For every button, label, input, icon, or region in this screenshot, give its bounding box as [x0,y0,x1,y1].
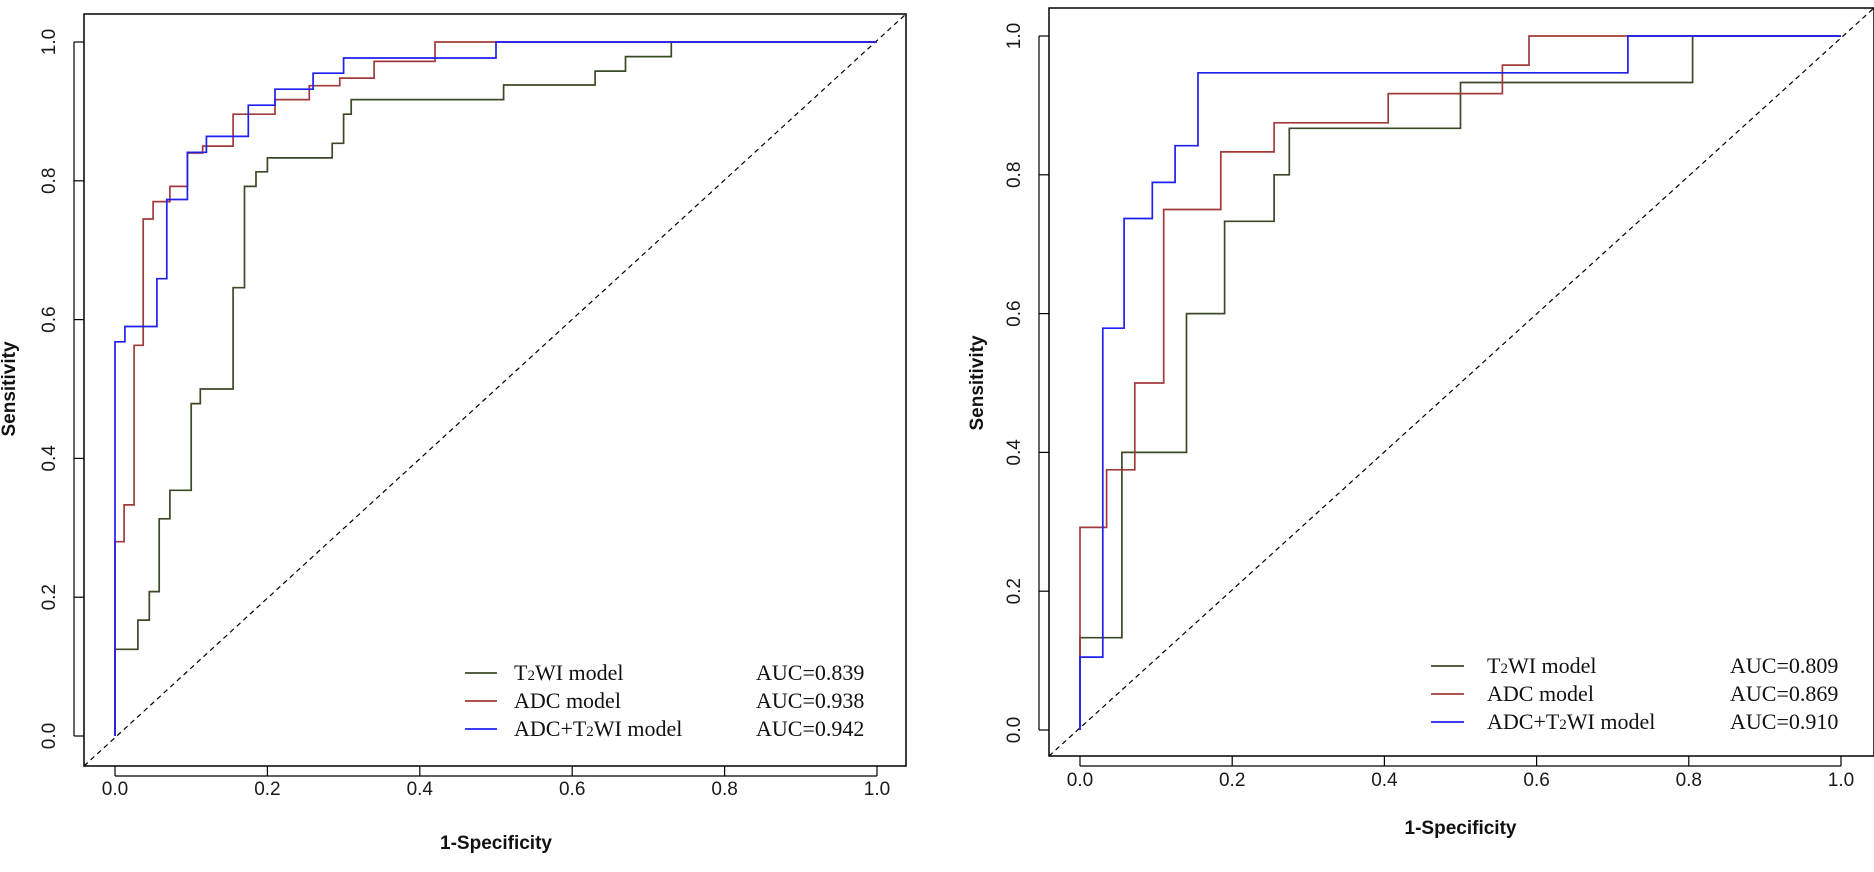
y-axis-title: Sensitivity [967,335,988,430]
legend-label: ADC+T2WI model [514,716,682,741]
roc-curve-t2wi-model [1079,35,1841,730]
y-tick-label: 0.8 [39,168,60,194]
reference-diagonal [83,13,907,767]
y-tick-label: 0.6 [1004,300,1025,326]
legend-auc: AUC=0.839 [756,660,864,685]
x-tick-label: 1.0 [864,779,890,800]
x-tick-label: 1.0 [1828,770,1854,791]
y-tick-label: 1.0 [39,29,60,55]
y-axis-title: Sensitivity [0,341,20,436]
y-tick-label: 0.6 [39,306,60,332]
right-roc-panel: 0.0 0.2 0.4 0.6 0.8 1.0 0.0 0.2 0.4 0.6 0.8 1.0 1-Sp… [967,7,1874,839]
legend-label: T2WI model [514,660,624,685]
y-tick-label: 0.0 [1004,717,1025,743]
legend-auc: AUC=0.910 [1730,709,1838,734]
y-tick-label: 0.2 [1004,578,1025,604]
x-tick-label: 0.0 [1067,770,1093,791]
roc-curve-t2wi-model [114,41,877,736]
x-tick-label: 0.4 [1371,770,1398,791]
y-tick-label: 1.0 [1004,23,1025,49]
roc-curve-adc-model [1079,35,1841,730]
x-tick-label: 0.0 [102,779,128,800]
x-tick-label: 0.6 [559,779,585,800]
roc-curve-adc-t2wi-model [1079,35,1841,730]
x-tick-label: 0.8 [1676,770,1702,791]
x-tick-label: 0.4 [407,779,434,800]
y-tick-label: 0.2 [39,584,60,610]
legend-label: ADC+T2WI model [1487,709,1655,734]
legend-auc: AUC=0.938 [756,688,864,713]
y-tick-label: 0.4 [1004,439,1025,466]
left-roc-panel: 0.0 0.2 0.4 0.6 0.8 1.0 0.0 0.2 0.4 0.6 0.8 1.0 1-Sp… [0,13,907,854]
legend-auc: AUC=0.809 [1730,653,1838,678]
legend-auc: AUC=0.869 [1730,681,1838,706]
x-tick-label: 0.2 [1219,770,1245,791]
x-tick-label: 0.6 [1523,770,1549,791]
legend-label: ADC model [514,688,621,713]
plot-frame [83,13,907,767]
legend-label: T2WI model [1487,653,1597,678]
x-axis-title: 1-Specificity [440,833,552,854]
y-tick-label: 0.8 [1004,162,1025,188]
x-tick-label: 0.2 [254,779,280,800]
y-tick-label: 0.4 [39,445,60,472]
reference-diagonal [1048,7,1874,757]
legend-label: ADC model [1487,681,1594,706]
legend-auc: AUC=0.942 [756,716,864,741]
plot-frame [1048,7,1874,757]
roc-curve-adc-t2wi-model [114,41,877,736]
x-tick-label: 0.8 [711,779,737,800]
x-axis-title: 1-Specificity [1405,818,1517,839]
y-tick-label: 0.0 [39,723,60,749]
